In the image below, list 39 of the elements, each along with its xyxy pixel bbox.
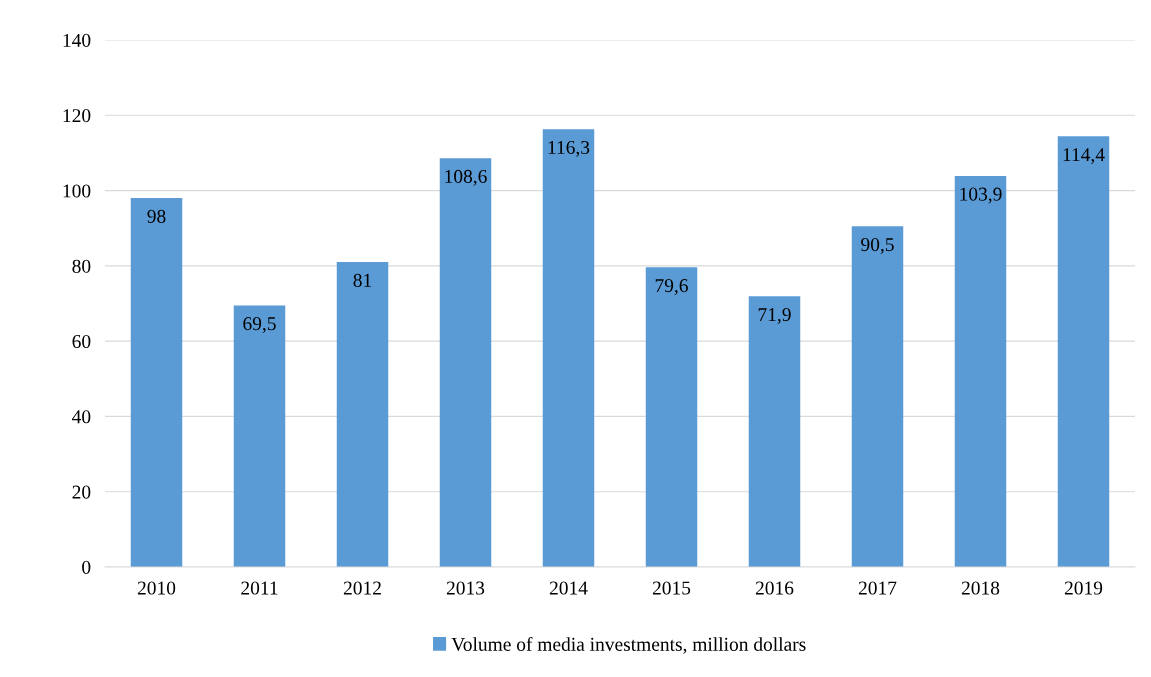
bar (645, 267, 698, 567)
x-tick-label: 2018 (961, 581, 1000, 595)
bar (542, 129, 595, 567)
data-label: 98 (147, 209, 166, 223)
data-label: 90,5 (861, 238, 894, 254)
x-tick-label: 2010 (137, 581, 176, 595)
data-label: 81 (353, 273, 372, 287)
y-tick-label: 100 (63, 184, 91, 198)
legend-label: Volume of media investments, million dollars (451, 637, 806, 654)
x-tick-label: 2015 (652, 581, 691, 595)
data-label: 114,4 (1063, 148, 1105, 164)
data-label: 79,6 (655, 279, 688, 295)
bar (1057, 136, 1110, 567)
data-label: 116,3 (548, 140, 590, 157)
bar (851, 226, 904, 567)
bar (233, 305, 286, 567)
y-tick-label: 20 (72, 485, 91, 499)
x-tick-label: 2013 (446, 581, 485, 595)
x-tick-label: 2016 (755, 581, 794, 595)
data-label: 108,6 (445, 169, 487, 186)
bar (954, 175, 1007, 567)
x-tick-label: 2019 (1064, 581, 1103, 595)
y-tick-label: 0 (82, 560, 91, 574)
y-tick-label: 40 (72, 410, 91, 424)
bar (439, 158, 492, 567)
x-tick-label: 2017 (858, 581, 897, 595)
data-label: 69,5 (243, 317, 276, 333)
bar (336, 262, 389, 567)
y-tick-label: 120 (63, 109, 91, 123)
bar (130, 198, 183, 567)
y-tick-label: 80 (72, 259, 91, 273)
y-tick-label: 60 (72, 334, 91, 349)
x-tick-label: 2014 (549, 581, 588, 595)
bar (748, 296, 801, 567)
data-label: 103,9 (960, 187, 1002, 204)
x-tick-label: 2011 (241, 581, 278, 595)
data-label: 71,9 (758, 308, 791, 324)
y-tick-label: 140 (63, 33, 91, 47)
x-tick-label: 2012 (343, 581, 381, 595)
